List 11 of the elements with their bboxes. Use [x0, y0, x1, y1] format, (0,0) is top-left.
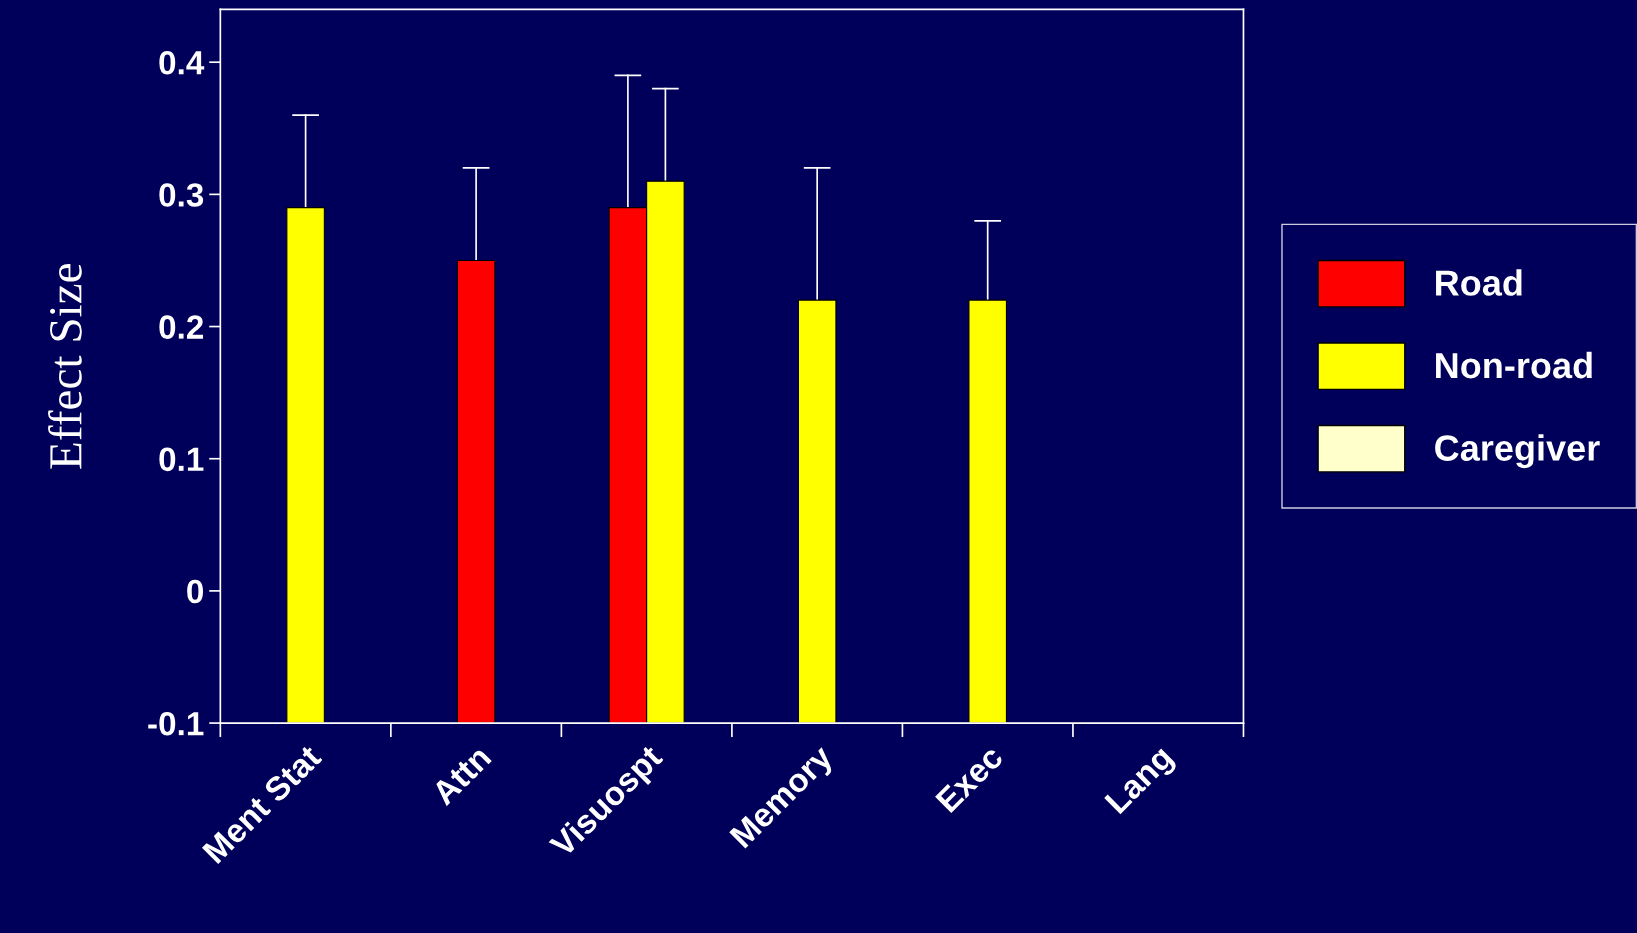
legend-label: Road [1436, 269, 1522, 296]
y-tick-label: 0.2 [159, 315, 204, 339]
legend-label: Non-road [1436, 351, 1592, 379]
y-axis-title: Effect Size [48, 264, 82, 469]
y-tick-label: -0.1 [148, 711, 204, 736]
y-tick-label: 0.1 [159, 447, 204, 472]
y-tick-label: 0.4 [159, 51, 205, 75]
y-tick-label: 0.3 [159, 183, 204, 207]
legend-label: Caregiver [1435, 434, 1600, 469]
y-tick-label: 0 [187, 579, 203, 604]
x-tick-label: Attn [430, 744, 492, 807]
